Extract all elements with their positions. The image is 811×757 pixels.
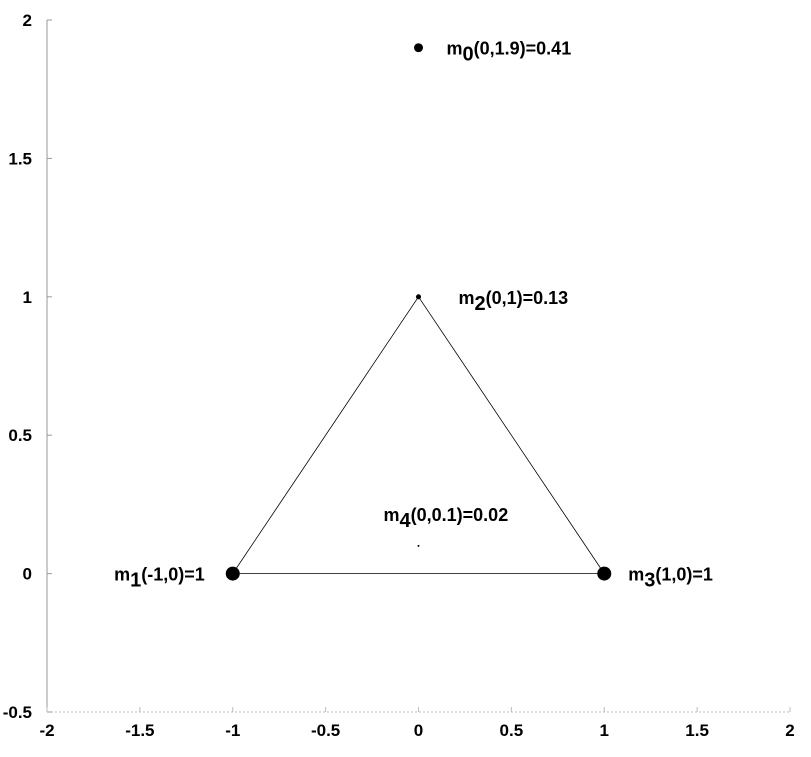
x-tick-label: 1	[600, 721, 609, 740]
label-name: m	[447, 39, 463, 59]
point	[417, 544, 420, 547]
x-tick-label: 0	[414, 721, 423, 740]
point	[415, 294, 422, 300]
point-label: m2(0,1)=0.13	[459, 288, 569, 315]
label-text: (0,0.1)=0.02	[411, 505, 509, 525]
x-tick-label: -1	[225, 721, 240, 740]
point	[597, 566, 612, 581]
label-name: m	[114, 565, 130, 585]
y-tick-label: 0	[23, 565, 32, 584]
x-tick-label: 1.5	[685, 721, 709, 740]
label-text: (0,1)=0.13	[486, 288, 569, 308]
y-tick-label: 2	[23, 11, 32, 30]
y-tick-label: 0.5	[8, 426, 32, 445]
edge	[232, 296, 419, 574]
label-name: m	[459, 288, 475, 308]
edge	[418, 296, 605, 574]
y-tick-label: 1	[23, 288, 32, 307]
label-text: (0,1.9)=0.41	[474, 39, 572, 59]
label-subscript: 2	[475, 293, 486, 315]
point	[225, 566, 240, 581]
label-text: (-1,0)=1	[141, 565, 205, 585]
label-name: m	[628, 565, 644, 585]
point-label: m0(0,1.9)=0.41	[447, 39, 572, 66]
y-tick-label: 1.5	[8, 149, 32, 168]
label-subscript: 4	[400, 510, 412, 532]
label-text: (1,0)=1	[655, 565, 713, 585]
point-label: m3(1,0)=1	[628, 565, 713, 592]
label-subscript: 3	[644, 570, 655, 592]
point	[414, 43, 423, 53]
label-name: m	[384, 505, 400, 525]
point-label: m4(0,0.1)=0.02	[384, 505, 509, 532]
x-tick-label: 0.5	[500, 721, 524, 740]
label-subscript: 0	[463, 44, 474, 66]
label-subscript: 1	[130, 570, 141, 592]
x-tick-label: 2	[785, 721, 794, 740]
x-tick-label: -0.5	[311, 721, 340, 740]
x-tick-label: -1.5	[125, 721, 154, 740]
y-tick-label: -0.5	[3, 703, 32, 722]
x-tick-label: -2	[39, 721, 54, 740]
point-label: m1(-1,0)=1	[114, 565, 205, 592]
